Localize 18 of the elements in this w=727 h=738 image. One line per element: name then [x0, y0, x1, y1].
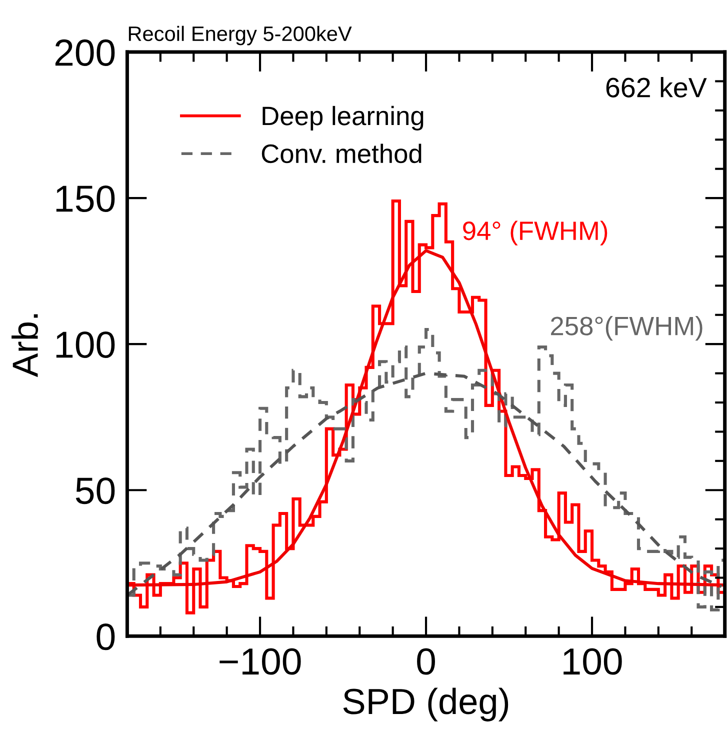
line-series [127, 249, 725, 587]
y-tick-label: 150 [56, 185, 115, 212]
y-tick-label: 200 [55, 39, 115, 66]
annotation: 258°(FWHM) [551, 316, 702, 341]
legend-label: Conv. method [262, 144, 422, 164]
x-axis-title: SPD (deg) [343, 688, 508, 722]
y-axis-title: Arb. [12, 314, 38, 378]
annotation: 94° (FWHM) [463, 220, 608, 246]
x-tick-label: 0 [417, 648, 435, 675]
line-series [127, 372, 724, 597]
y-tick-label: 50 [76, 478, 115, 504]
annotation: 662 keV [606, 77, 707, 98]
x-tick-label: 100 [564, 648, 622, 675]
chart-title: Recoil Energy 5-200keV [128, 26, 352, 46]
y-tick-label: 0 [96, 624, 115, 650]
legend-label: Deep learning [262, 106, 424, 131]
x-tick-label: −100 [220, 648, 301, 675]
y-tick-label: 100 [56, 331, 115, 358]
